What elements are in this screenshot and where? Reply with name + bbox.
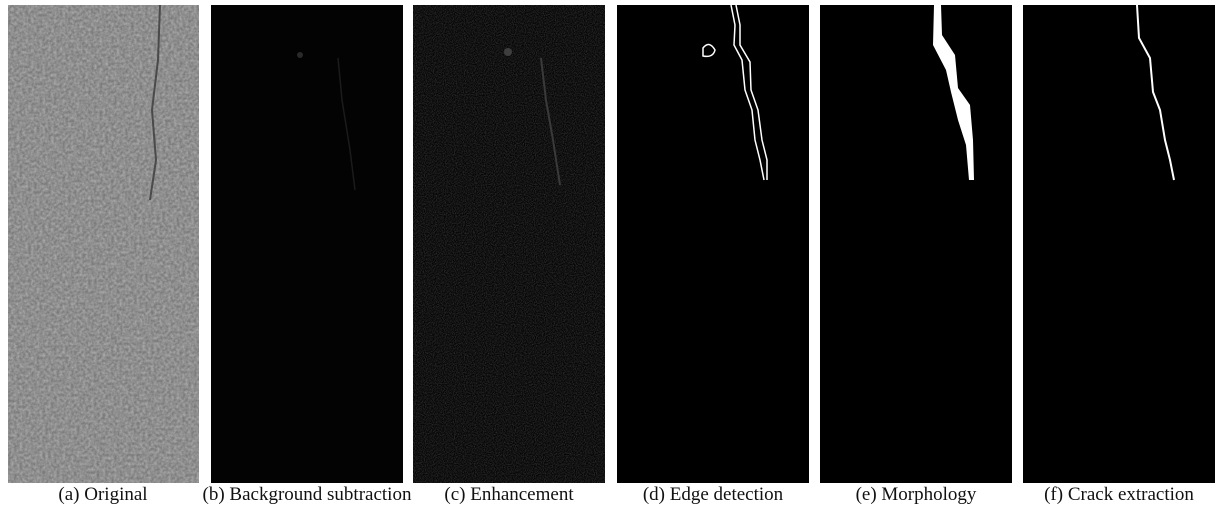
caption: (f) Crack extraction xyxy=(1044,484,1194,505)
caption: (e) Morphology xyxy=(856,484,977,505)
figure: (a) Original (b) Background subtraction … xyxy=(0,0,1219,518)
panel-enhancement xyxy=(413,5,605,483)
caption: (a) Original xyxy=(58,484,147,505)
panel-crack-extraction xyxy=(1023,5,1215,483)
panel-background-subtraction xyxy=(211,5,403,483)
panel-original xyxy=(8,5,199,483)
panel-morphology xyxy=(820,5,1012,483)
panel-edge-detection xyxy=(617,5,809,483)
caption: (c) Enhancement xyxy=(444,484,574,505)
caption: (b) Background subtraction xyxy=(203,484,412,505)
caption: (d) Edge detection xyxy=(643,484,784,505)
